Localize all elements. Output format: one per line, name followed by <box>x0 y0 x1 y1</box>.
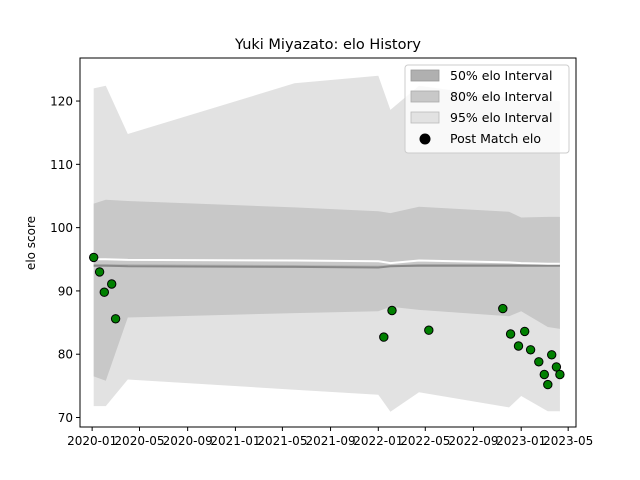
legend: 50% elo Interval 80% elo Interval 95% el… <box>404 64 570 154</box>
mean-line <box>93 258 560 265</box>
data-point <box>547 350 557 360</box>
plot-frame <box>79 57 577 428</box>
x-tick-label: 2021-05 <box>257 434 307 448</box>
data-point <box>543 379 553 390</box>
data-point <box>89 252 99 263</box>
data-point <box>387 305 397 316</box>
x-tick-label: 2020-09 <box>163 434 213 448</box>
y-tick-label: 110 <box>50 158 73 172</box>
chart-title: Yuki Miyazato: elo History <box>234 37 421 53</box>
legend-swatch-80 <box>410 90 440 103</box>
data-point <box>534 357 544 367</box>
post-match-points <box>89 252 565 390</box>
y-axis-label: elo score <box>24 216 38 270</box>
x-tick-label: 2021-09 <box>305 434 355 448</box>
legend-label-80: 80% elo Interval <box>450 89 552 104</box>
x-tick-label: 2022-09 <box>448 434 498 448</box>
data-point <box>539 369 549 380</box>
y-tick-label: 100 <box>50 221 73 235</box>
data-point <box>555 369 565 380</box>
band-80-interval <box>93 199 560 381</box>
data-point <box>525 345 536 355</box>
legend-swatch-95 <box>410 111 440 124</box>
x-tick-label: 2023-05 <box>543 434 593 448</box>
x-tick-label: 2021-01 <box>210 434 260 448</box>
central-lines <box>93 258 560 269</box>
data-point <box>551 362 562 372</box>
y-tick-label: 120 <box>50 95 73 109</box>
legend-label-post-match: Post Match elo <box>450 131 541 146</box>
y-tick-label: 70 <box>58 411 73 425</box>
legend-swatch-50 <box>410 69 440 82</box>
interval-bands <box>93 75 560 412</box>
data-point <box>498 303 508 314</box>
data-point <box>94 267 105 277</box>
legend-marker-post-match <box>419 133 431 145</box>
y-tick-label: 90 <box>58 284 73 298</box>
data-point <box>107 279 117 289</box>
x-tick-label: 2020-01 <box>67 434 117 448</box>
x-axis-ticks: 2020-012020-052020-092021-012021-052021-… <box>67 427 593 448</box>
data-point <box>99 287 110 297</box>
x-tick-label: 2023-01 <box>496 434 546 448</box>
y-tick-label: 80 <box>58 348 73 362</box>
data-point <box>520 326 530 337</box>
x-tick-label: 2020-05 <box>114 434 164 448</box>
median-line <box>93 264 560 269</box>
legend-box <box>404 64 570 154</box>
data-point <box>513 341 524 351</box>
data-point <box>505 329 516 339</box>
y-axis-ticks: 70 80 90 100 110 120 <box>50 95 80 425</box>
x-tick-label: 2022-05 <box>400 434 450 448</box>
legend-label-95: 95% elo Interval <box>450 110 552 125</box>
legend-label-50: 50% elo Interval <box>450 68 552 83</box>
data-point <box>379 332 389 342</box>
data-point <box>110 314 121 324</box>
data-point <box>424 325 434 335</box>
x-tick-label: 2022-01 <box>353 434 403 448</box>
